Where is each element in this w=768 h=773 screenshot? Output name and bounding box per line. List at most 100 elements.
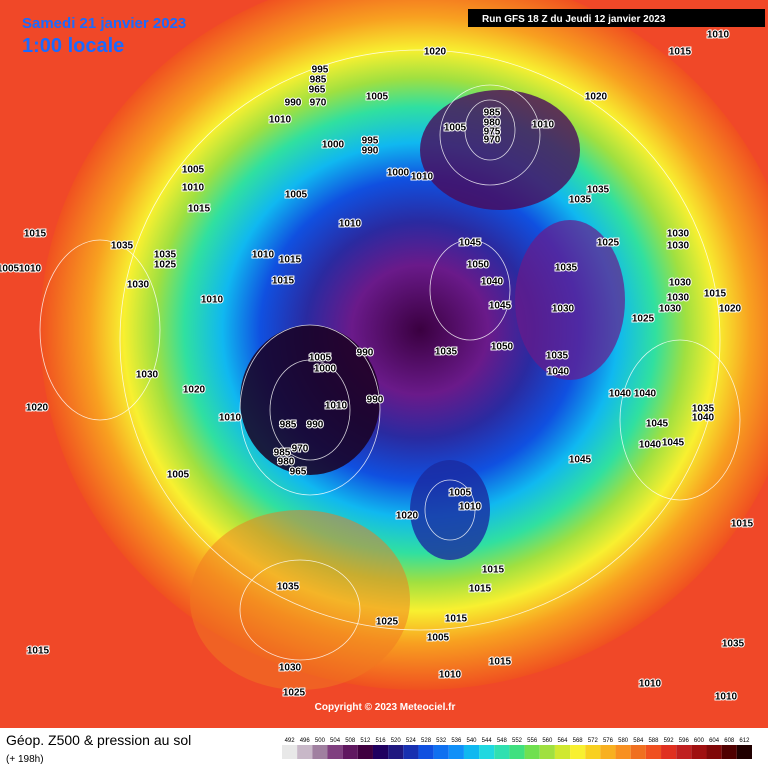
scale-swatch [494, 745, 510, 759]
pressure-label: 1015 [188, 204, 211, 215]
copyright: Copyright © 2023 Meteociel.fr [315, 702, 456, 713]
pressure-label: 985 [310, 75, 327, 86]
scale-swatch [388, 745, 404, 759]
pressure-label: 1025 [597, 238, 620, 249]
run-info: Run GFS 18 Z du Jeudi 12 janvier 2023 [482, 14, 666, 25]
scale-swatch [691, 745, 707, 759]
scale-label: 508 [345, 738, 356, 744]
scale-swatch [600, 745, 616, 759]
pressure-label: 1050 [467, 260, 490, 271]
pressure-label: 1035 [546, 351, 569, 362]
pressure-label: 1030 [659, 304, 682, 315]
pressure-label: 1025 [632, 314, 655, 325]
scale-label: 580 [618, 738, 629, 744]
low-core [515, 220, 625, 380]
pressure-label: 1015 [279, 255, 302, 266]
scale-label: 504 [330, 738, 341, 744]
pressure-label: 980 [278, 457, 295, 468]
pressure-label: 1030 [667, 241, 690, 252]
scale-swatch [342, 745, 358, 759]
isobars [39, 49, 741, 661]
local-time: 1:00 locale [22, 35, 124, 57]
pressure-label: 1035 [154, 250, 177, 261]
pressure-label: 1040 [481, 277, 504, 288]
pressure-label: 1030 [667, 229, 690, 240]
scale-label: 536 [451, 738, 462, 744]
pressure-label: 1010 [219, 413, 242, 424]
scale-label: 520 [391, 738, 402, 744]
pressure-label: 1005 [182, 165, 205, 176]
pressure-label: 965 [290, 467, 307, 478]
pressure-label: 1020 [26, 403, 49, 414]
pressure-label: 970 [310, 98, 327, 109]
pressure-label: 1015 [669, 47, 692, 58]
scale-swatch [357, 745, 373, 759]
pressure-label: 970 [292, 444, 309, 455]
pressure-label: 1015 [272, 276, 295, 287]
run-box [468, 9, 765, 27]
scale-label: 600 [694, 738, 705, 744]
scale-swatch [372, 745, 389, 759]
pressure-label: 1000 [314, 364, 337, 375]
pressure-label: 985 [484, 108, 501, 119]
pressure-label: 1005 [427, 633, 450, 644]
pressure-label: 1010 [339, 219, 362, 230]
scale-label: 548 [497, 738, 508, 744]
pressure-label: 1010 [439, 670, 462, 681]
pressure-label: 1030 [136, 370, 159, 381]
pressure-label: 1010 [325, 401, 348, 412]
scale-label: 540 [467, 738, 478, 744]
pressure-label: 1015 [24, 229, 47, 240]
pressure-label: 1040 [609, 389, 632, 400]
scale-swatch [297, 745, 313, 759]
pressure-label: 980 [484, 118, 501, 129]
scale-label: 492 [285, 738, 296, 744]
lead-time: (+ 198h) [6, 754, 44, 765]
scale-label: 496 [300, 738, 311, 744]
pressure-label: 1010 [707, 30, 730, 41]
pressure-label: 965 [309, 85, 326, 96]
pressure-label: 970 [484, 135, 501, 146]
scale-swatch [645, 745, 662, 759]
pressure-label: 1045 [459, 238, 482, 249]
pressure-label: 1020 [585, 92, 608, 103]
scale-label: 576 [603, 738, 614, 744]
pressure-label: 1010 [201, 295, 224, 306]
pressure-label: 1005 [444, 123, 467, 134]
scale-swatch [418, 745, 434, 759]
pressure-label: 975 [484, 127, 501, 138]
pressure-label: 1020 [183, 385, 206, 396]
pressure-label: 1015 [704, 289, 727, 300]
scale-label: 560 [542, 738, 553, 744]
low-core [410, 460, 490, 560]
pressure-label: 985 [280, 420, 297, 431]
pressure-label: 1020 [424, 47, 447, 58]
pressure-label: 1020 [719, 304, 742, 315]
pressure-label: 1005 [0, 264, 20, 275]
scale-label: 544 [482, 738, 493, 744]
scale-label: 556 [527, 738, 538, 744]
pressure-label: 1045 [569, 455, 592, 466]
scale-swatch [524, 745, 540, 759]
pressure-label: 1025 [154, 260, 177, 271]
pressure-label: 1015 [482, 565, 505, 576]
pressure-label: 995 [312, 65, 329, 76]
pressure-label: 1035 [587, 185, 610, 196]
pressure-label: 1035 [555, 263, 578, 274]
scale-swatch [585, 745, 601, 759]
pressure-label: 1005 [366, 92, 389, 103]
scale-label: 568 [573, 738, 584, 744]
scale-swatch [630, 745, 646, 759]
pressure-label: 1035 [435, 347, 458, 358]
scale-label: 512 [360, 738, 371, 744]
scale-label: 592 [664, 738, 675, 744]
scale-swatch [706, 745, 722, 759]
pressure-label: 1010 [252, 250, 275, 261]
map-area [0, 0, 768, 728]
pressure-label: 990 [307, 420, 324, 431]
pressure-label: 1015 [469, 584, 492, 595]
pressure-label: 1000 [322, 140, 345, 151]
scale-swatch [509, 745, 525, 759]
scale-label: 584 [633, 738, 644, 744]
